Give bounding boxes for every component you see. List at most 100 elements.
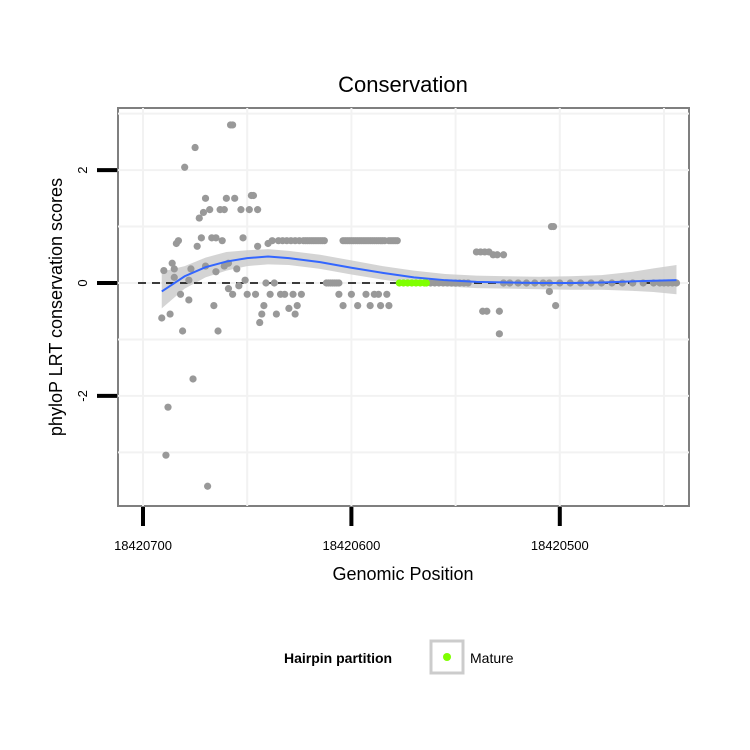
hairpin-point xyxy=(187,265,195,273)
hairpin-point xyxy=(158,314,166,322)
hairpin-point xyxy=(493,251,501,259)
hairpin-point xyxy=(383,290,391,298)
y-axis: -2 0 2 xyxy=(75,166,117,402)
hairpin-point xyxy=(495,307,503,315)
hairpin-point xyxy=(335,290,343,298)
hairpin-point xyxy=(212,234,220,242)
hairpin-point xyxy=(224,285,233,293)
hairpin-point xyxy=(266,290,274,298)
hairpin-point xyxy=(210,301,218,310)
x-tick-label: 18420700 xyxy=(114,538,172,553)
hairpin-point xyxy=(243,290,251,298)
hairpin-point xyxy=(354,301,362,310)
hairpin-point xyxy=(179,327,187,335)
hairpin-point xyxy=(231,194,239,202)
hairpin-point xyxy=(249,191,258,200)
hairpin-point xyxy=(185,296,193,304)
hairpin-point xyxy=(233,265,241,273)
hairpin-point xyxy=(618,279,626,287)
hairpin-point xyxy=(229,121,237,129)
hairpin-point xyxy=(176,290,185,298)
hairpin-point xyxy=(245,206,253,214)
hairpin-point xyxy=(235,282,243,290)
hairpin-point xyxy=(289,290,297,298)
hairpin-point xyxy=(197,234,205,242)
hairpin-point xyxy=(229,290,237,298)
hairpin-point xyxy=(291,310,299,318)
hairpin-point xyxy=(204,482,212,490)
hairpin-point xyxy=(268,237,276,245)
hairpin-point xyxy=(495,330,503,338)
legend-key-mature-dot xyxy=(443,653,451,661)
hairpin-point xyxy=(218,237,226,245)
hairpin-point xyxy=(258,310,266,318)
hairpin-point xyxy=(185,276,193,284)
hairpin-point xyxy=(256,318,264,327)
hairpin-point xyxy=(362,290,370,298)
hairpin-point xyxy=(241,276,249,284)
hairpin-point xyxy=(376,301,385,310)
hairpin-point xyxy=(281,290,289,298)
y-tick-label: 0 xyxy=(75,279,90,286)
smooth-line-layer xyxy=(161,255,677,293)
hairpin-point xyxy=(552,301,560,310)
legend-key-box xyxy=(429,639,465,675)
data-points xyxy=(158,121,681,490)
x-tick-label: 18420500 xyxy=(531,538,589,553)
hairpin-point xyxy=(335,279,343,287)
hairpin-point xyxy=(164,403,172,411)
hairpin-point xyxy=(366,301,374,310)
hairpin-point xyxy=(270,279,278,287)
hairpin-point xyxy=(206,206,214,214)
hairpin-point xyxy=(545,287,553,296)
x-tick-label: 18420600 xyxy=(322,538,380,553)
hairpin-point xyxy=(285,304,293,313)
grid-lines xyxy=(118,108,689,506)
hairpin-point xyxy=(549,222,558,231)
hairpin-point xyxy=(297,290,305,298)
hairpin-point xyxy=(170,265,178,273)
hairpin-point xyxy=(385,301,393,310)
hairpin-point xyxy=(251,290,260,298)
hairpin-point xyxy=(166,310,174,318)
hairpin-point xyxy=(320,237,328,245)
hairpin-point xyxy=(189,375,197,383)
chart-title: Conservation xyxy=(338,72,468,97)
hairpin-point xyxy=(293,301,301,310)
hairpin-point xyxy=(499,251,508,259)
hairpin-point xyxy=(212,268,220,276)
y-tick-label: 2 xyxy=(75,166,90,173)
hairpin-point xyxy=(195,214,203,222)
hairpin-point xyxy=(191,143,199,152)
hairpin-point xyxy=(260,301,268,310)
hairpin-point xyxy=(160,266,168,275)
legend: Hairpin partition Mature xyxy=(284,639,514,675)
hairpin-point xyxy=(220,206,228,214)
hairpin-point xyxy=(483,307,491,315)
smooth-fit-line xyxy=(161,255,677,293)
hairpin-point xyxy=(174,237,183,245)
hairpin-point xyxy=(181,163,189,171)
hairpin-point xyxy=(374,290,383,298)
y-tick-label: -2 xyxy=(75,390,90,402)
hairpin-point xyxy=(262,279,270,287)
hairpin-point xyxy=(199,208,208,217)
legend-label-mature: Mature xyxy=(470,650,514,666)
hairpin-point xyxy=(237,206,245,214)
hairpin-point xyxy=(214,327,222,335)
hairpin-point xyxy=(347,290,356,298)
hairpin-point xyxy=(201,194,210,202)
hairpin-point xyxy=(162,451,170,459)
hairpin-point xyxy=(393,237,401,245)
mature-point xyxy=(422,279,431,287)
hairpin-point xyxy=(239,234,247,242)
x-axis-title: Genomic Position xyxy=(332,564,473,584)
hairpin-point xyxy=(254,206,262,214)
hairpin-point xyxy=(339,301,347,310)
hairpin-point xyxy=(193,242,201,250)
plot-panel xyxy=(117,107,690,507)
hairpin-point xyxy=(272,310,280,318)
legend-title: Hairpin partition xyxy=(284,650,392,666)
y-axis-title: phyloP LRT conservation scores xyxy=(46,178,66,436)
hairpin-point xyxy=(170,273,178,281)
